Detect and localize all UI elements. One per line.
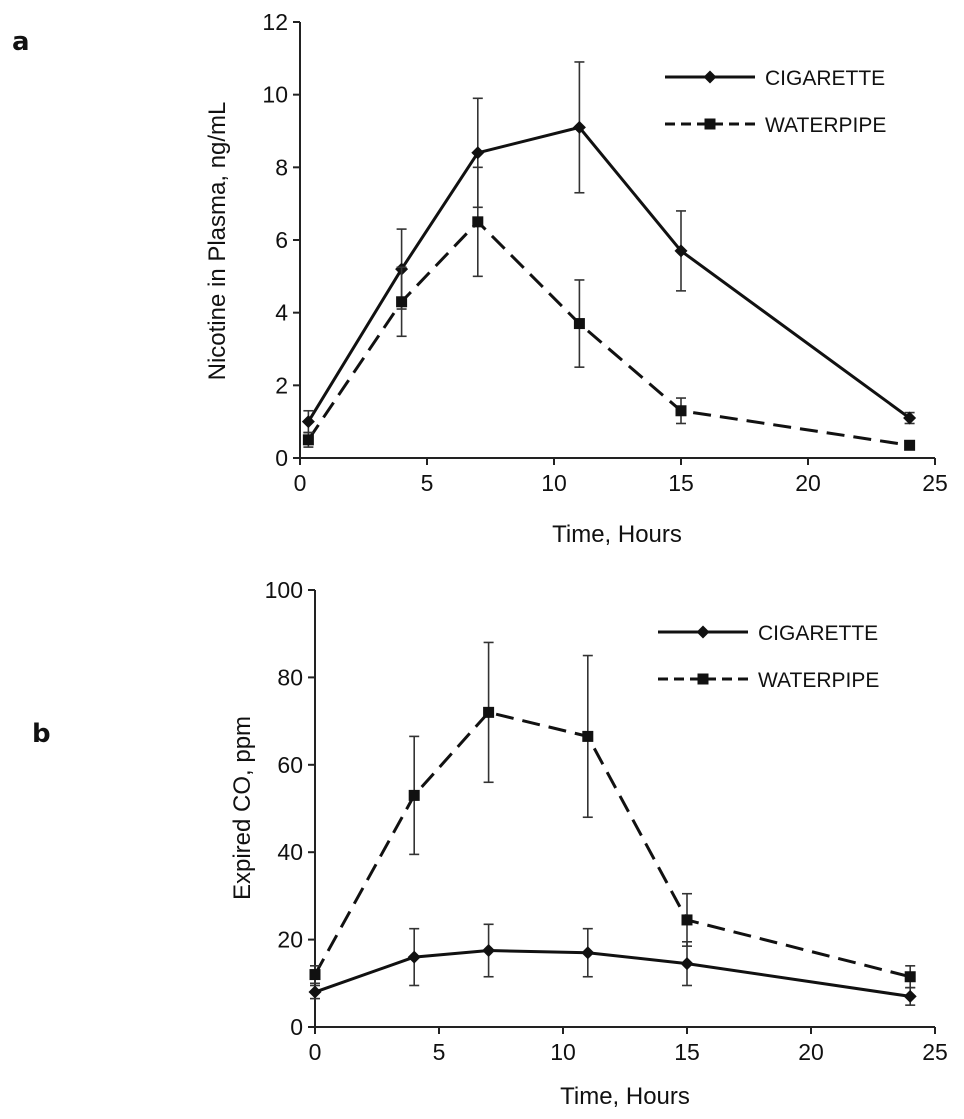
y-tick-label: 4: [275, 300, 288, 326]
x-tick-label: 25: [922, 1039, 948, 1065]
data-point: [572, 120, 586, 134]
legend-entry: CIGARETTE: [658, 622, 878, 645]
x-tick-label: 5: [433, 1039, 446, 1065]
data-point: [903, 989, 917, 1003]
data-point: [408, 789, 420, 801]
data-point: [582, 730, 594, 742]
legend-marker: [703, 70, 717, 84]
data-point: [483, 706, 495, 718]
y-tick-label: 80: [277, 664, 303, 690]
legend-label: WATERPIPE: [765, 114, 886, 137]
data-point: [904, 439, 916, 451]
legend-marker: [696, 625, 710, 639]
x-tick-label: 20: [795, 470, 821, 496]
series-line: [314, 949, 911, 998]
x-axis-title: Time, Hours: [560, 1083, 690, 1110]
data-point: [472, 216, 484, 228]
data-point: [308, 985, 322, 999]
chart-panel-b: b Expired CO, ppm Time, Hours 0 20 40 60 80 1…: [32, 577, 948, 1110]
y-tick-label: 6: [275, 227, 288, 253]
data-point: [681, 914, 693, 926]
data-point: [309, 969, 321, 981]
x-tick-label: 0: [294, 470, 307, 496]
x-tick-label: 5: [421, 470, 434, 496]
series-line: [307, 220, 910, 447]
chart-panel-a: a Nicotine in Plasma, ng/mL Time, Hours …: [12, 9, 948, 548]
series-waterpipe: [302, 166, 916, 451]
legend-label: CIGARETTE: [765, 67, 885, 90]
y-tick-label: 40: [277, 839, 303, 865]
data-point: [680, 957, 694, 971]
data-point: [301, 415, 315, 429]
legend-marker: [697, 673, 709, 685]
panel-label: a: [12, 27, 30, 57]
data-point: [675, 405, 687, 417]
legend-marker: [704, 118, 716, 130]
x-tick-label: 10: [550, 1039, 576, 1065]
x-tick-label: 20: [798, 1039, 824, 1065]
x-tick-label: 25: [922, 470, 948, 496]
data-point: [674, 244, 688, 258]
y-axis-title: Expired CO, ppm: [229, 716, 256, 900]
data-point: [471, 146, 485, 160]
x-tick-label: 15: [668, 470, 694, 496]
data-point: [396, 296, 408, 308]
legend-label: CIGARETTE: [758, 622, 878, 645]
legend-label: WATERPIPE: [758, 669, 879, 692]
y-tick-label: 20: [277, 927, 303, 953]
data-point: [581, 946, 595, 960]
legend-entry: WATERPIPE: [665, 114, 886, 137]
x-tick-label: 10: [541, 470, 567, 496]
data-point: [904, 971, 916, 983]
y-tick-label: 0: [275, 445, 288, 471]
y-tick-label: 8: [275, 154, 288, 180]
x-tick-label: 0: [309, 1039, 322, 1065]
y-tick-label: 12: [262, 9, 288, 35]
data-point: [407, 950, 421, 964]
series-cigarette: [308, 923, 917, 1006]
data-point: [482, 944, 496, 958]
legend-entry: WATERPIPE: [658, 669, 879, 692]
panel-label: b: [32, 719, 51, 749]
x-axis-title: Time, Hours: [552, 521, 682, 548]
y-axis-title: Nicotine in Plasma, ng/mL: [204, 102, 231, 381]
y-tick-label: 100: [265, 577, 303, 603]
x-tick-label: 15: [674, 1039, 700, 1065]
series-line: [313, 710, 911, 979]
y-tick-label: 10: [262, 82, 288, 108]
series-waterpipe: [309, 641, 916, 989]
y-tick-label: 0: [290, 1014, 303, 1040]
y-tick-label: 60: [277, 752, 303, 778]
data-point: [903, 411, 917, 425]
series-line: [307, 125, 911, 423]
data-point: [573, 318, 585, 330]
data-point: [302, 434, 314, 446]
legend-entry: CIGARETTE: [665, 67, 885, 90]
y-tick-label: 2: [275, 372, 288, 398]
